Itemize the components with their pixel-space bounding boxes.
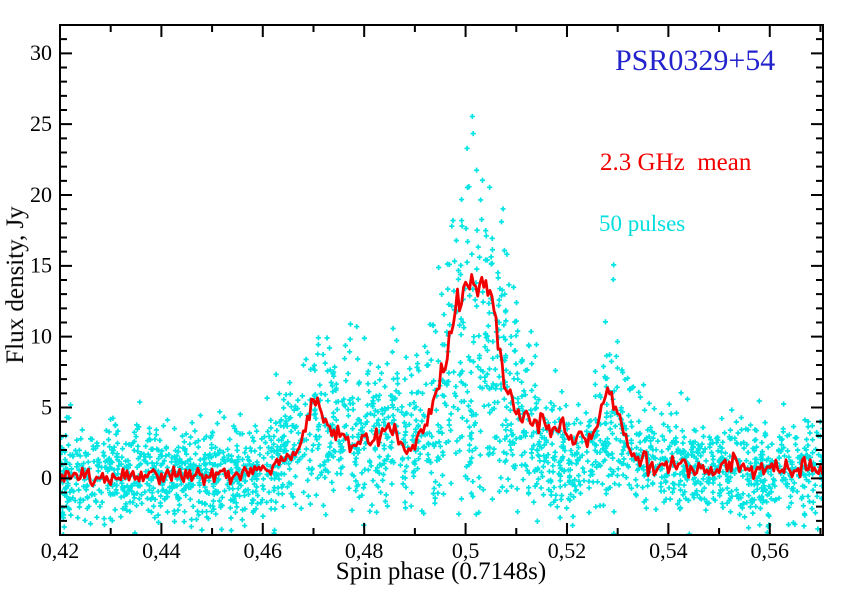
x-axis-title: Spin phase (0.7148s): [335, 558, 547, 585]
legend: 2.3 GHz mean 50 pulses: [599, 118, 752, 267]
plot-title: PSR0329+54: [615, 44, 776, 77]
y-axis-title: Flux density, Jy: [2, 206, 29, 364]
legend-entry-pulses: 50 pulses: [599, 211, 686, 236]
legend-entry-mean: 2.3 GHz mean: [600, 149, 752, 176]
